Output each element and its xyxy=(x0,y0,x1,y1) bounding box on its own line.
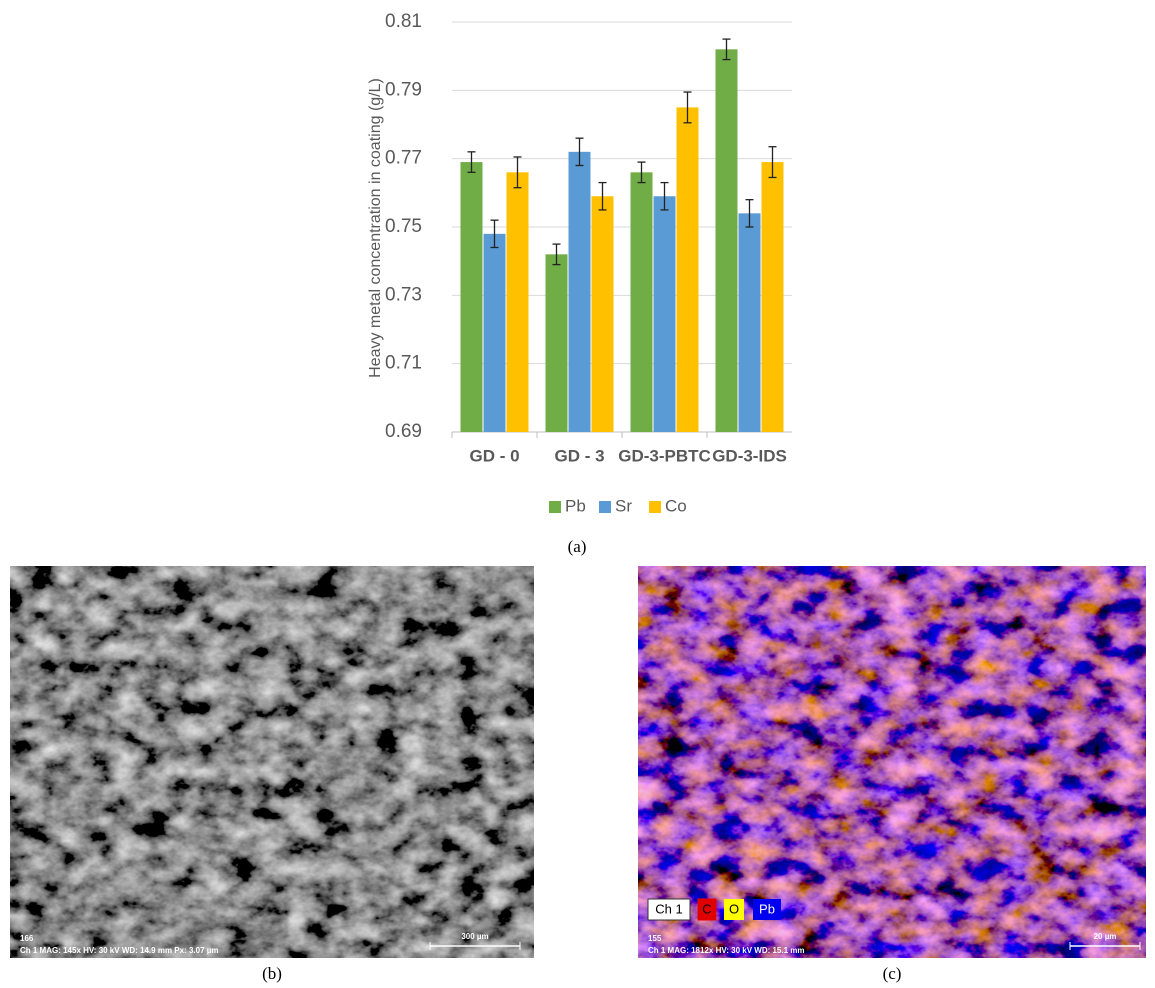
y-tick-label: 0.69 xyxy=(385,421,422,442)
y-tick-label: 0.79 xyxy=(385,79,422,100)
x-tick-label: GD - 0 xyxy=(469,446,519,465)
channel-label: Ch 1 xyxy=(655,901,682,916)
sem-image-b: 166 Ch 1 MAG: 145x HV: 30 kV WD: 14.9 mm… xyxy=(10,566,534,958)
y-tick-label: 0.75 xyxy=(385,216,422,237)
caption: (c) xyxy=(883,964,902,983)
legend-swatch xyxy=(549,501,561,513)
x-tick-label: GD-3-IDS xyxy=(712,446,787,465)
sem-image-texture xyxy=(10,566,534,958)
bar xyxy=(569,152,591,432)
bar xyxy=(507,172,529,432)
x-tick-label: GD - 3 xyxy=(554,446,604,465)
bar xyxy=(484,234,506,432)
image-info: Ch 1 MAG: 145x HV: 30 kV WD: 14.9 mm Px:… xyxy=(20,946,218,955)
image-info: Ch 1 MAG: 1812x HV: 30 kV WD: 15.1 mm xyxy=(648,946,805,955)
y-tick-label: 0.71 xyxy=(385,353,422,374)
bar xyxy=(739,213,761,432)
y-tick-label: 0.73 xyxy=(385,284,422,305)
channel-label: Pb xyxy=(759,901,775,916)
scale-label: 300 µm xyxy=(461,932,488,941)
scale-label: 20 µm xyxy=(1094,932,1117,941)
bar xyxy=(592,196,614,432)
frame-number: 166 xyxy=(20,934,34,943)
bar xyxy=(654,196,676,432)
caption: (a) xyxy=(568,537,587,556)
caption: (b) xyxy=(262,964,282,983)
legend-label: Pb xyxy=(565,496,586,515)
y-tick-label: 0.81 xyxy=(385,11,422,32)
x-tick-label: GD-3-PBTC xyxy=(618,446,711,465)
bar xyxy=(677,107,699,432)
bar xyxy=(461,162,483,432)
y-axis-label: Heavy metal concentration in coating (g/… xyxy=(367,78,384,378)
legend-label: Sr xyxy=(615,496,632,515)
chart: 0.69 0.71 0.73 0.75 0.77 0.79 0.81 GD - 0 GD - 3… xyxy=(385,11,792,515)
y-tick-label: 0.77 xyxy=(385,148,422,169)
sem-image-c: Ch 1 C O Pb 155 Ch 1 MAG: 1812x HV: 30 k… xyxy=(638,566,1146,958)
legend-swatch xyxy=(599,501,611,513)
legend-label: Co xyxy=(665,496,687,515)
channel-label: O xyxy=(729,901,739,916)
bar xyxy=(762,162,784,432)
channel-label: C xyxy=(702,901,711,916)
bar xyxy=(546,254,568,432)
frame-number: 155 xyxy=(648,934,662,943)
bar xyxy=(631,172,653,432)
figure: 166 Ch 1 MAG: 145x HV: 30 kV WD: 14.9 mm… xyxy=(0,0,1155,988)
bar xyxy=(716,49,738,432)
legend-swatch xyxy=(649,501,661,513)
